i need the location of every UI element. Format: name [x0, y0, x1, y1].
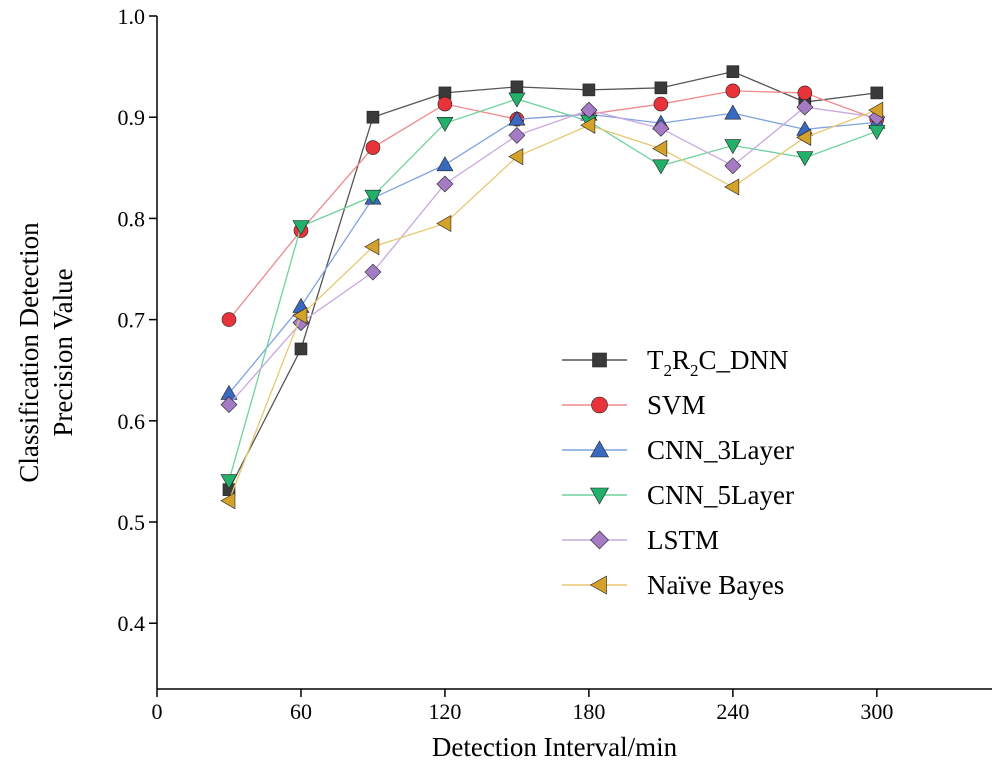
- legend-label-cnn-5layer: CNN_5Layer: [647, 480, 794, 510]
- series-line-cnn-5layer: [228, 98, 878, 481]
- y-tick-label: 0.4: [118, 611, 146, 636]
- y-tick-label: 0.5: [118, 510, 146, 535]
- legend-marker-svm: [591, 396, 608, 414]
- legend-item-cnn-5layer: CNN_5Layer: [562, 480, 794, 510]
- x-tick-label: 240: [716, 699, 749, 724]
- data-point-svm: [653, 96, 669, 112]
- legend-marker-cnn-5layer: [589, 487, 610, 505]
- data-point-t2r2c-dnn: [870, 86, 884, 100]
- data-point-na-ve-bayes: [796, 128, 812, 146]
- x-tick-label: 300: [860, 699, 893, 724]
- series-t2r2c-dnn: [222, 65, 884, 496]
- data-point-na-ve-bayes: [508, 148, 524, 166]
- data-point-cnn-3layer: [724, 104, 742, 120]
- data-point-na-ve-bayes: [364, 238, 380, 256]
- data-point-t2r2c-dnn: [294, 342, 308, 356]
- legend-item-lstm: LSTM: [562, 525, 719, 555]
- data-point-svm: [437, 96, 453, 112]
- legend-marker-cnn-3layer: [589, 440, 610, 458]
- data-point-na-ve-bayes: [292, 307, 308, 325]
- data-point-cnn-5layer: [724, 139, 742, 155]
- y-axis-title-line1: Classification Detection: [14, 222, 44, 483]
- data-point-cnn-5layer: [868, 125, 886, 140]
- series-svm: [221, 83, 885, 327]
- y-axis-title-line2: Precision Value: [48, 268, 78, 436]
- data-point-na-ve-bayes: [580, 116, 596, 134]
- series-line-svm: [228, 90, 878, 321]
- data-point-cnn-5layer: [652, 159, 670, 175]
- x-tick-label: 0: [152, 699, 163, 724]
- data-point-t2r2c-dnn: [582, 83, 596, 97]
- data-point-svm: [797, 85, 813, 101]
- x-axis-title: Detection Interval/min: [432, 732, 678, 762]
- series-na-ve-bayes: [220, 101, 884, 510]
- y-tick-label: 0.8: [118, 206, 146, 231]
- data-point-na-ve-bayes: [652, 140, 668, 158]
- legend-label-t2r2c-dnn: T2R2C_DNN: [647, 345, 789, 380]
- legend-item-t2r2c-dnn: T2R2C_DNN: [562, 345, 789, 380]
- data-point-cnn-5layer: [508, 92, 526, 108]
- data-point-svm: [725, 83, 741, 99]
- series-line-t2r2c-dnn: [228, 70, 877, 490]
- data-point-na-ve-bayes: [868, 101, 884, 119]
- data-point-cnn-5layer: [796, 151, 814, 167]
- data-point-cnn-5layer: [364, 189, 382, 205]
- legend-marker-lstm: [590, 530, 609, 550]
- series-line-na-ve-bayes: [228, 109, 878, 501]
- legend-label-lstm: LSTM: [647, 525, 719, 555]
- y-tick-label: 0.9: [118, 105, 146, 130]
- data-point-lstm: [436, 175, 454, 193]
- legend-marker-na-ve-bayes: [589, 575, 607, 595]
- x-tick-label: 60: [290, 699, 312, 724]
- axes-layer: 0.4 0.5 0.6 0.7 0.8 0.9 1.0 0 60 120 180 240 300: [118, 4, 992, 724]
- data-point-na-ve-bayes: [436, 214, 452, 232]
- legend-label-cnn-3layer: CNN_3Layer: [647, 435, 794, 465]
- data-point-cnn-3layer: [436, 156, 454, 172]
- legend-marker-t2r2c-dnn: [592, 352, 607, 368]
- series-layer: [220, 65, 886, 510]
- data-point-cnn-5layer: [220, 474, 238, 490]
- data-point-t2r2c-dnn: [510, 80, 524, 94]
- data-point-cnn-5layer: [292, 220, 310, 236]
- data-point-cnn-3layer: [508, 110, 526, 126]
- series-line-cnn-3layer: [228, 112, 877, 394]
- data-point-cnn-5layer: [436, 116, 454, 132]
- legend-label-na-ve-bayes: Naïve Bayes: [647, 570, 784, 600]
- data-point-svm: [221, 312, 237, 327]
- legend-item-cnn-3layer: CNN_3Layer: [562, 435, 794, 465]
- data-point-lstm: [724, 157, 742, 175]
- data-point-lstm: [580, 101, 598, 119]
- data-point-lstm: [364, 263, 382, 281]
- y-axis-title: Classification Detection Precision Value: [14, 222, 78, 483]
- series-line-lstm: [228, 106, 877, 406]
- legend-label-svm: SVM: [647, 390, 706, 420]
- x-tick-label: 180: [572, 699, 605, 724]
- legend-item-na-ve-bayes: Naïve Bayes: [562, 570, 784, 600]
- data-point-na-ve-bayes: [220, 492, 236, 510]
- data-point-lstm: [652, 119, 670, 137]
- data-point-t2r2c-dnn: [654, 81, 668, 95]
- data-point-t2r2c-dnn: [366, 110, 380, 124]
- data-point-lstm: [220, 396, 238, 414]
- y-tick-label: 1.0: [118, 4, 146, 29]
- y-tick-label: 0.7: [118, 308, 146, 333]
- data-point-lstm: [796, 98, 814, 116]
- x-tick-label: 120: [428, 699, 461, 724]
- legend: T2R2C_DNN SVM CNN_3Layer CNN_5Layer LSTM Naïv…: [562, 345, 794, 600]
- data-point-svm: [365, 140, 381, 155]
- data-point-t2r2c-dnn: [726, 65, 740, 78]
- data-point-na-ve-bayes: [724, 178, 740, 196]
- data-point-lstm: [508, 126, 526, 144]
- series-cnn-5layer: [220, 92, 886, 490]
- legend-item-svm: SVM: [562, 390, 706, 420]
- y-tick-label: 0.6: [118, 409, 146, 434]
